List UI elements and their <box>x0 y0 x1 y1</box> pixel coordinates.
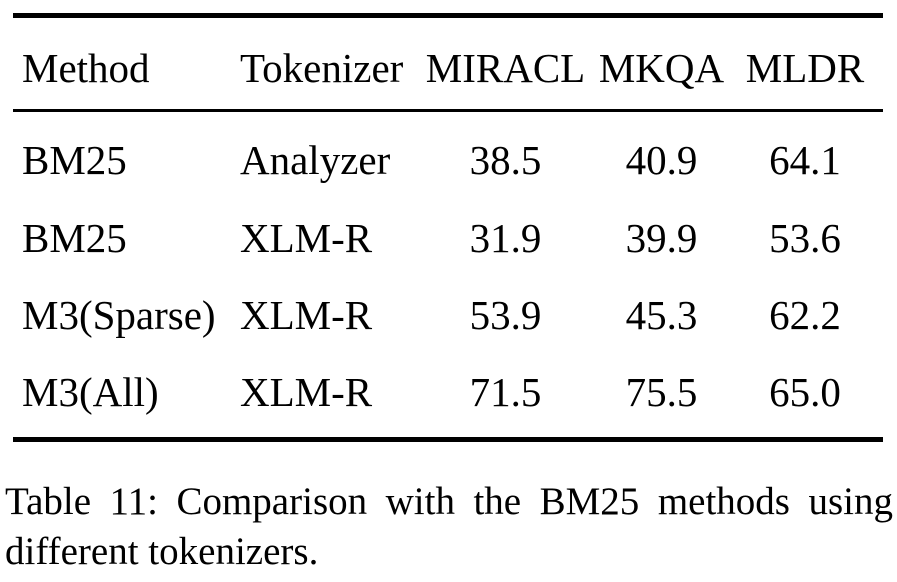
table-caption-line-1: Table 11: Comparison with the BM25 metho… <box>5 480 893 523</box>
cell-mkqa: 40.9 <box>625 137 698 183</box>
cell-tokenizer: XLM-R <box>240 215 373 261</box>
table-row-bm25-analyzer: BM25 Analyzer 38.5 40.9 64.1 <box>22 140 880 181</box>
table-header-rule <box>13 109 883 112</box>
cell-miracl: 31.9 <box>469 215 542 261</box>
cell-tokenizer: XLM-R <box>240 369 373 415</box>
table-row-m3-sparse: M3(Sparse) XLM-R 53.9 45.3 62.2 <box>22 295 880 336</box>
cell-mldr: 65.0 <box>769 369 841 415</box>
cell-method: BM25 <box>22 215 127 261</box>
column-header-mldr: MLDR <box>745 45 865 91</box>
cell-method: M3(Sparse) <box>22 292 216 338</box>
cell-method: M3(All) <box>22 369 159 415</box>
table-top-rule <box>13 13 883 18</box>
cell-miracl: 38.5 <box>469 137 542 183</box>
cell-mkqa: 39.9 <box>625 215 698 261</box>
column-header-method: Method <box>22 45 150 91</box>
cell-tokenizer: Analyzer <box>240 137 391 183</box>
table-caption: Table 11: Comparison with the BM25 metho… <box>5 477 893 577</box>
table-header-row: Method Tokenizer MIRACL MKQA MLDR <box>22 48 880 89</box>
table-row-bm25-xlmr: BM25 XLM-R 31.9 39.9 53.6 <box>22 218 880 259</box>
cell-miracl: 53.9 <box>469 292 542 338</box>
cell-miracl: 71.5 <box>469 369 542 415</box>
table-caption-line-2: different tokenizers. <box>5 530 319 573</box>
table-bottom-rule <box>13 437 883 442</box>
cell-tokenizer: XLM-R <box>240 292 373 338</box>
cell-mldr: 64.1 <box>769 137 841 183</box>
cell-method: BM25 <box>22 137 127 183</box>
cell-mldr: 62.2 <box>769 292 841 338</box>
table-row-m3-all: M3(All) XLM-R 71.5 75.5 65.0 <box>22 372 880 413</box>
column-header-miracl: MIRACL <box>425 45 586 91</box>
cell-mkqa: 45.3 <box>625 292 698 338</box>
column-header-tokenizer: Tokenizer <box>240 45 404 91</box>
cell-mkqa: 75.5 <box>625 369 698 415</box>
cell-mldr: 53.6 <box>769 215 841 261</box>
column-header-mkqa: MKQA <box>598 45 725 91</box>
